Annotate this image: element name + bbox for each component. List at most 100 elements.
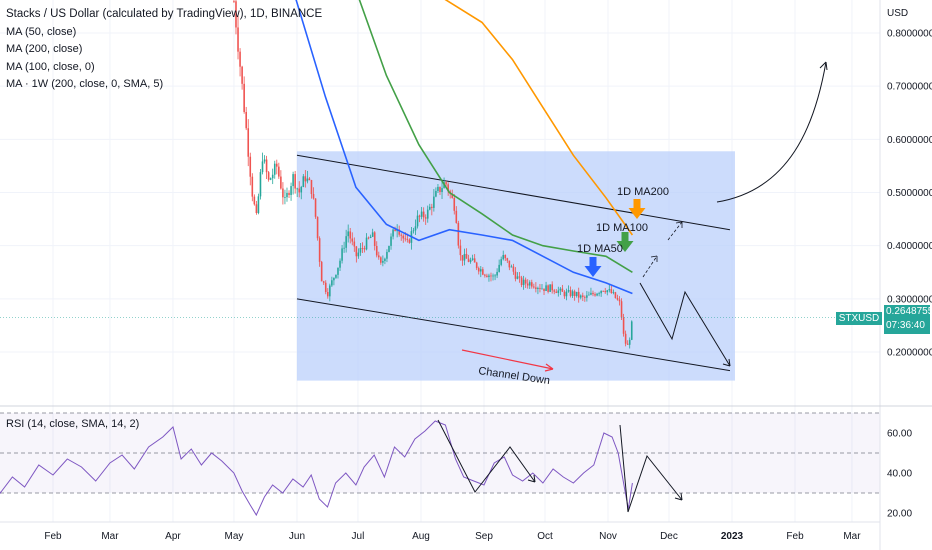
- candle-body: [616, 298, 619, 300]
- candle-body: [322, 281, 325, 283]
- channel-down-arrow: [461, 349, 554, 370]
- x-tick-label: Mar: [843, 531, 861, 542]
- candle-body: [600, 290, 602, 294]
- candle-body: [467, 258, 470, 262]
- candle-body: [559, 288, 562, 291]
- candle-body: [269, 178, 272, 180]
- candle-body: [524, 279, 527, 284]
- candle-body: [567, 290, 570, 292]
- x-tick-label: Dec: [660, 531, 678, 542]
- legend-ma200: MA (200, close): [6, 43, 83, 55]
- candle-body: [406, 238, 409, 240]
- candle-body: [235, 1, 237, 28]
- ma-line: [444, 0, 634, 236]
- candle-body: [408, 239, 411, 243]
- candle-body: [302, 176, 305, 187]
- candle-body: [496, 271, 498, 276]
- ma50-arrow: [584, 257, 602, 277]
- candle-body: [310, 180, 313, 195]
- candle-body: [482, 269, 484, 275]
- candle-body: [439, 186, 441, 193]
- x-tick-label: May: [224, 531, 243, 542]
- x-tick-label: Feb: [44, 531, 62, 542]
- candle-body: [586, 295, 588, 298]
- candle-body: [292, 174, 294, 187]
- candle-body: [255, 204, 258, 214]
- candle-body: [388, 245, 390, 252]
- candle-body: [335, 274, 337, 278]
- candle-body: [239, 51, 241, 67]
- candle-body: [233, 1, 235, 2]
- candle-body: [237, 27, 239, 52]
- candle-body: [288, 192, 290, 195]
- candle-body: [373, 232, 376, 246]
- candle-body: [390, 236, 392, 246]
- candle-body: [243, 83, 245, 112]
- candle-body: [355, 246, 358, 257]
- candle-body: [488, 275, 490, 277]
- channel-lower-line: [296, 298, 731, 372]
- candle-body: [506, 258, 509, 261]
- moving-averages: [295, 0, 634, 295]
- candle-body: [273, 163, 276, 175]
- candle-body: [569, 290, 572, 296]
- annotation-label-2: 1D MA50: [577, 243, 623, 255]
- candle-body: [457, 222, 460, 246]
- candle-body: [500, 259, 502, 265]
- chart-legend: Stacks / US Dollar (calculated by Tradin…: [6, 6, 322, 94]
- price-value: 0.26487555: [886, 306, 932, 317]
- candle-body: [490, 275, 492, 277]
- candle-body: [424, 217, 427, 219]
- candle-body: [579, 295, 582, 298]
- candle-body: [528, 282, 531, 286]
- candle-body: [614, 292, 617, 299]
- candle-body: [426, 209, 429, 219]
- candle-body: [326, 292, 329, 297]
- rsi-tick-label: 60.00: [887, 429, 912, 440]
- candle-body: [282, 188, 284, 198]
- candle-body: [251, 176, 254, 197]
- candle-body: [575, 291, 578, 296]
- candle-body: [386, 251, 388, 259]
- candle-body: [420, 211, 423, 217]
- long-term-arrowhead: [819, 61, 828, 71]
- candle-body: [257, 196, 260, 214]
- y-tick-label: 0.20000000: [887, 348, 932, 359]
- candle-body: [437, 186, 439, 191]
- candle-body: [249, 156, 252, 177]
- candle-body: [520, 277, 523, 286]
- x-tick-label: Jun: [289, 531, 305, 542]
- candle-body: [359, 248, 362, 253]
- candle-body: [526, 283, 529, 286]
- candle-body: [357, 252, 360, 257]
- candle-body: [522, 279, 525, 286]
- annotation-label-0: 1D MA200: [617, 186, 669, 198]
- breakout-arrow-1: [642, 255, 658, 278]
- candle-body: [382, 260, 384, 263]
- candle-body: [557, 290, 560, 293]
- price-badge: 0.26487555 07:36:40: [884, 305, 932, 334]
- candle-body: [581, 295, 584, 297]
- candle-body: [349, 231, 352, 239]
- candle-body: [394, 229, 396, 232]
- candle-body: [418, 215, 421, 217]
- candle-body: [628, 339, 631, 345]
- candle-body: [551, 284, 553, 291]
- candle-body: [598, 293, 600, 295]
- candle-body: [596, 293, 598, 296]
- candle-body: [479, 269, 482, 272]
- channel-upper-line: [296, 154, 731, 231]
- rsi-projection-arrowhead-2: [674, 492, 683, 501]
- candle-body: [441, 188, 443, 193]
- candle-body: [602, 290, 604, 292]
- rsi-line: [0, 420, 633, 517]
- candle-body: [620, 301, 623, 318]
- candle-body: [339, 260, 341, 268]
- projection-drawings: [461, 61, 828, 372]
- candle-body: [539, 287, 541, 289]
- candle-body: [588, 294, 590, 296]
